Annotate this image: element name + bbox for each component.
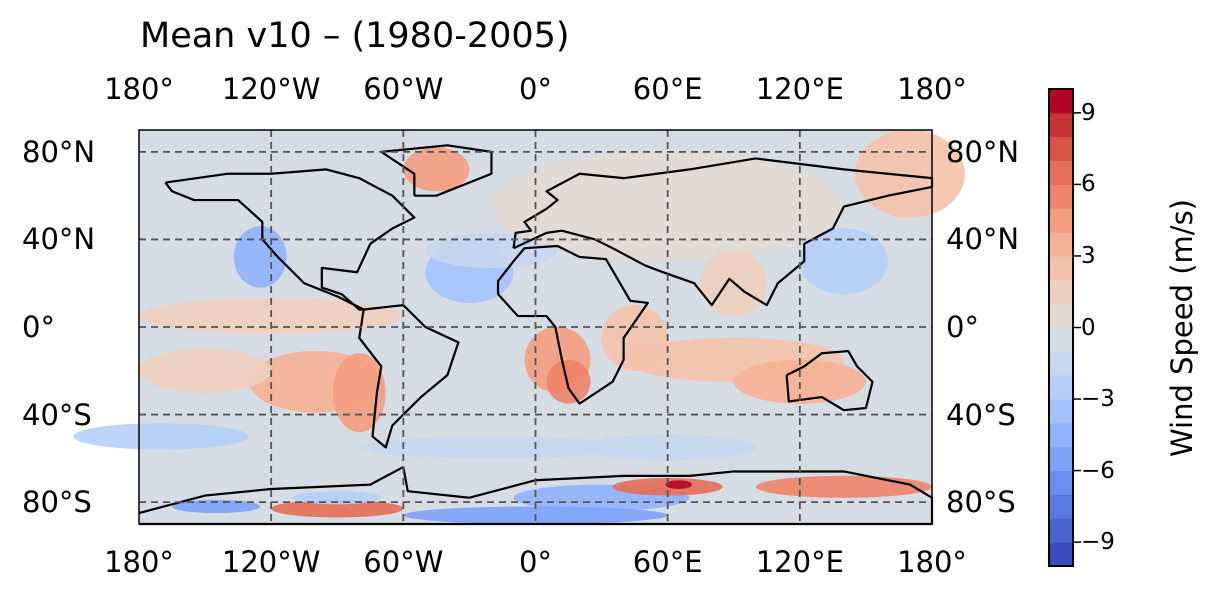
colorbar-level [1049,160,1073,185]
x-tick-label-bottom: 120°E [755,545,844,579]
y-tick-label-left: 40°S [22,397,92,432]
y-tick-label-left: 40°N [22,222,96,257]
y-tick-label-left: 80°S [22,485,92,520]
colorbar-level [1049,375,1073,400]
y-tick-label-left: 80°N [22,134,96,169]
wind-region [403,147,470,192]
colorbar-level [1049,184,1073,209]
y-tick-label-right: 40°S [946,397,1016,432]
colorbar-level [1049,279,1073,305]
coastline [785,349,874,412]
y-tick-label-left: 0° [22,310,55,344]
x-tick-label-top: 60°W [363,72,444,106]
x-tick-label-bottom: 180° [104,545,174,579]
wind-region [799,228,888,295]
coastline [512,157,934,307]
colorbar-level [1049,542,1073,567]
colorbar-tick-label: 9 [1081,99,1096,126]
coastline [358,304,460,449]
colorbar-level [1049,399,1073,424]
colorbar-tick-label: 3 [1081,242,1096,269]
x-tick-label-bottom: 60°E [632,545,703,579]
colorbar-level [1049,89,1073,114]
wind-region [332,353,386,433]
wind-region [73,423,250,450]
colorbar-tick-label: −6 [1081,457,1115,484]
colorbar-level [1049,303,1073,328]
colorbar-level [1049,518,1073,543]
y-tick-label-right: 0° [946,310,979,344]
y-tick-label-right: 40°N [946,222,1020,257]
y-tick-label-right: 80°N [946,134,1020,169]
colorbar-level [1049,494,1073,519]
coastline [164,168,416,311]
colorbar-level [1049,208,1073,233]
colorbar-tick-label: −3 [1081,386,1115,413]
colorbar-level [1049,446,1073,472]
colorbar-level [1049,422,1073,448]
colorbar-level [1049,470,1073,495]
chart-title: Mean v10 – (1980-2005) [140,16,570,56]
colorbar-level [1049,327,1073,352]
wind-region [665,480,692,489]
wind-region [546,359,591,404]
x-tick-label-top: 180° [897,72,967,106]
coastline [380,144,493,197]
colorbar-level [1049,112,1073,138]
x-tick-label-bottom: 120°W [221,545,321,579]
x-tick-label-top: 180° [104,72,174,106]
wind-region [271,499,404,518]
wind-region [139,348,272,393]
wind-region [733,359,866,404]
colorbar-tick-label: 6 [1081,171,1096,198]
colorbar-tick-label: 0 [1081,314,1096,341]
y-tick-label-right: 80°S [946,485,1016,520]
x-tick-label-top: 120°E [755,72,844,106]
x-tick-label-bottom: 180° [897,545,967,579]
wind-region [854,129,965,218]
wind-region [359,436,624,459]
colorbar-tick-label: −9 [1081,529,1115,556]
wind-region [172,499,261,514]
wind-region [293,491,382,505]
colorbar-level [1049,255,1073,281]
colorbar-label: Wind Speed (m/s) [1165,199,1199,457]
x-tick-label-top: 60°E [632,72,703,106]
coastline [496,244,649,405]
colorbar-level [1049,136,1073,162]
colorbar-level [1049,232,1073,257]
wind-region [233,226,287,288]
wind-region [755,475,932,498]
colorbar-level [1049,351,1073,376]
coastline [138,465,934,526]
x-tick-label-bottom: 0° [519,545,552,579]
wind-region [425,232,558,268]
x-tick-label-bottom: 60°W [363,545,444,579]
x-tick-label-top: 120°W [221,72,321,106]
x-tick-label-top: 0° [519,72,552,106]
map-frame [138,129,933,525]
